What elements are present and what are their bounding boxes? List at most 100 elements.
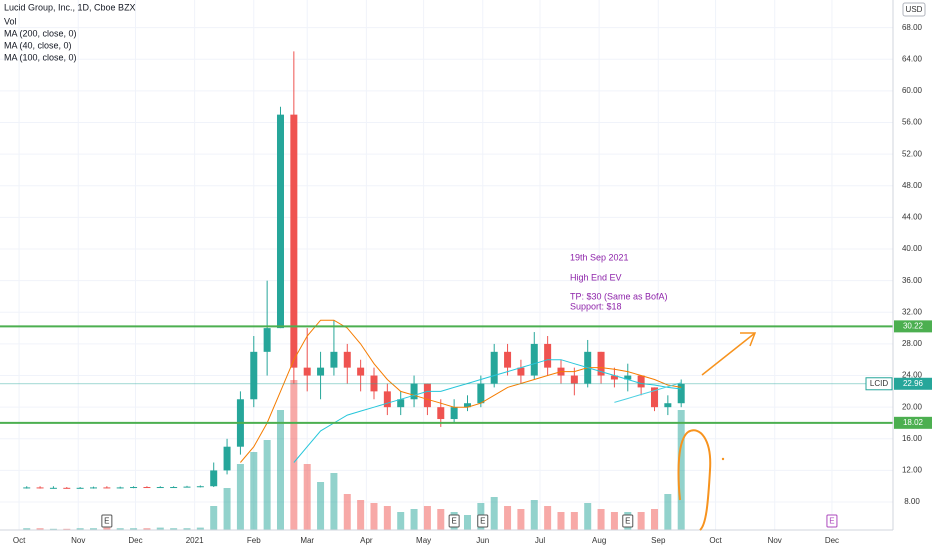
volume-bar — [196, 527, 204, 530]
x-tick-label: Oct — [13, 536, 26, 545]
x-tick-label: Sep — [651, 536, 666, 545]
candle-body — [610, 375, 618, 380]
volume-bar — [370, 503, 378, 530]
candle-body — [196, 486, 204, 488]
x-tick-label: Dec — [128, 536, 142, 545]
price-axis — [893, 0, 932, 550]
annotation: Support: $18 — [570, 301, 622, 311]
annotation: High End EV — [570, 272, 622, 282]
volume-bar — [423, 506, 431, 530]
event-marker — [448, 514, 460, 528]
y-tick-label: 40.00 — [902, 244, 923, 253]
volume-bar — [557, 512, 565, 530]
x-tick-label: Jul — [535, 536, 545, 545]
volume-bar — [504, 506, 512, 530]
drawing-dot — [721, 457, 725, 461]
candle-body — [263, 328, 271, 352]
volume-bar — [36, 528, 44, 530]
volume-bar — [637, 512, 645, 530]
volume-bar — [49, 528, 57, 530]
volume-bar — [584, 503, 592, 530]
y-tick-label: 36.00 — [902, 276, 923, 285]
event-marker — [101, 514, 113, 528]
volume-bar — [250, 452, 258, 530]
volume-bar — [463, 515, 471, 530]
volume-bar — [437, 509, 445, 530]
level-badge — [894, 320, 932, 333]
last-price-label: 22.96 — [903, 379, 924, 388]
volume-bar — [263, 440, 271, 530]
annotation: TP: $30 (Same as BofA) — [570, 291, 668, 301]
volume-bar — [103, 527, 111, 530]
chart-title: Lucid Group, Inc., 1D, Cboe BZX — [4, 2, 136, 12]
volume-bar — [517, 509, 525, 530]
volume-bar — [63, 528, 71, 530]
candle-body — [317, 367, 325, 376]
candle-body — [36, 487, 44, 489]
candle-body — [423, 383, 431, 408]
volume-bar — [183, 528, 191, 530]
event-label: E — [625, 517, 630, 526]
candle-body — [397, 399, 405, 408]
event-label: E — [451, 517, 456, 526]
candle-body — [290, 114, 298, 368]
volume-bar — [23, 528, 31, 530]
event-marker — [477, 514, 489, 528]
volume-bar — [383, 506, 391, 530]
candle-body — [597, 351, 605, 376]
last-price-badge — [894, 377, 932, 390]
volume-bar — [116, 528, 124, 530]
candle-body — [544, 343, 552, 368]
candle-body — [183, 486, 191, 488]
x-tick-label: Feb — [247, 536, 261, 545]
drawing-circle — [677, 429, 712, 531]
volume-bar — [276, 410, 284, 530]
y-tick-label: 68.00 — [902, 23, 923, 32]
moving-average-line — [293, 359, 682, 463]
x-tick-label: May — [416, 536, 431, 545]
x-tick-label: Aug — [592, 536, 606, 545]
candle-body — [49, 487, 57, 489]
candle-body — [490, 351, 498, 384]
y-tick-label: 48.00 — [902, 181, 923, 190]
candle-body — [530, 343, 538, 376]
candle-body — [210, 470, 218, 487]
currency-badge[interactable] — [902, 2, 926, 17]
y-tick-label: 16.00 — [902, 434, 923, 443]
candle-body — [677, 383, 685, 404]
x-tick-label: Oct — [709, 536, 722, 545]
drawing-arrow — [701, 332, 757, 376]
candle-body — [357, 367, 365, 376]
candle-body — [63, 487, 71, 489]
y-tick-label: 24.00 — [902, 371, 923, 380]
x-tick-label: 2021 — [186, 536, 204, 545]
candle-body — [450, 407, 458, 420]
volume-bar — [664, 494, 672, 530]
volume-bar — [343, 494, 351, 530]
volume-bar — [610, 512, 618, 530]
volume-bar — [76, 528, 84, 530]
volume-bar — [236, 464, 244, 530]
volume-bar — [357, 500, 365, 530]
level-label: 18.02 — [903, 418, 924, 427]
candle-body — [463, 403, 471, 408]
candle-body — [103, 487, 111, 489]
event-label: E — [829, 517, 834, 526]
candle-body — [76, 487, 84, 489]
x-tick-label: Apr — [360, 536, 373, 545]
volume-bar — [223, 488, 231, 530]
volume-bar — [410, 509, 418, 530]
volume-bar — [330, 473, 338, 530]
candle-body — [370, 375, 378, 392]
annotation: 19th Sep 2021 — [570, 252, 629, 262]
volume-bar — [544, 506, 552, 530]
y-tick-label: 60.00 — [902, 86, 923, 95]
y-tick-label: 12.00 — [902, 466, 923, 475]
symbol-label: LCID — [870, 379, 888, 388]
candle-body — [143, 487, 151, 489]
symbol-badge — [865, 377, 893, 391]
currency: USD — [906, 5, 923, 14]
x-tick-label: Nov — [768, 536, 782, 545]
